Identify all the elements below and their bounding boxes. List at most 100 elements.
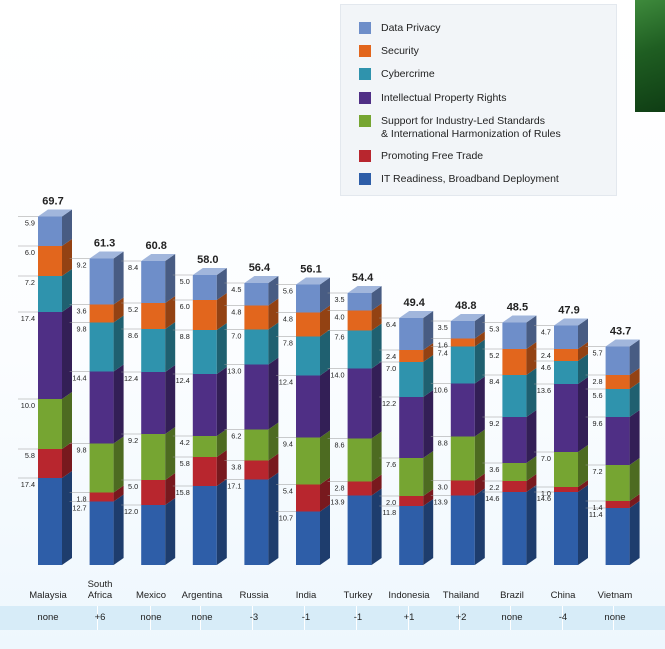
bar-segment <box>296 511 320 565</box>
bar-segment-side <box>165 365 176 434</box>
bar-segment <box>347 368 372 439</box>
rank-change-cell: none <box>37 612 59 623</box>
bar-segment-side <box>371 431 382 482</box>
segment-value-label: 4.6 <box>541 363 551 372</box>
bar-top-face <box>244 276 279 283</box>
bar-segment <box>450 338 475 347</box>
bar-segment <box>554 349 578 361</box>
bar-top-face <box>502 315 537 323</box>
bar-segment <box>192 486 217 565</box>
bar-segment-side <box>526 456 537 481</box>
segment-value-label: 14.6 <box>485 494 499 503</box>
bar-segment <box>38 216 62 246</box>
bar-segment <box>554 384 578 452</box>
bar-segment-side <box>113 315 124 372</box>
legend-label: Support for Industry-Led Standards & Int… <box>381 115 561 140</box>
bar-segment <box>244 429 269 461</box>
bar-segment-side <box>578 318 588 349</box>
segment-value-label: 17.1 <box>227 482 241 491</box>
bar-total-label: 47.9 <box>558 305 579 317</box>
bar-segment-side <box>371 303 382 331</box>
segment-value-label: 4.0 <box>334 313 344 322</box>
country-label: Russia <box>239 590 269 601</box>
bar-segment <box>244 305 269 330</box>
segment-value-label: 9.6 <box>592 419 602 428</box>
bar-segment-side <box>423 451 434 496</box>
bar-segment <box>399 350 424 362</box>
segment-value-label: 9.8 <box>76 325 86 334</box>
bar-segment-side <box>216 450 227 486</box>
rank-change-cell: -1 <box>301 612 311 623</box>
segment-value-label: 12.4 <box>279 378 293 387</box>
segment-value-label: 2.8 <box>334 484 344 493</box>
bar-top-face <box>347 286 382 293</box>
rank-separator <box>304 606 305 630</box>
bar-segment-side <box>526 315 537 349</box>
bar-segment <box>347 495 372 565</box>
bar-segment-side <box>268 357 279 430</box>
country-label: Brazil <box>500 590 524 601</box>
segment-value-label: 3.0 <box>438 483 448 492</box>
segment-value-label: 7.6 <box>334 333 344 342</box>
rank-separator <box>459 606 460 630</box>
segment-value-label: 4.2 <box>180 438 190 447</box>
bar-segment-side <box>526 485 537 565</box>
bar-segment-side <box>629 382 640 417</box>
legend-swatch <box>359 92 371 104</box>
bar-segment <box>89 492 114 502</box>
bar-segment <box>244 329 269 365</box>
bar-segment <box>605 375 630 389</box>
segment-value-label: 9.2 <box>76 261 86 270</box>
legend-label: Security <box>381 45 419 57</box>
bar-segment-side <box>578 377 588 452</box>
segment-value-label: 11.4 <box>589 510 603 519</box>
bar-segment-side <box>423 311 434 350</box>
bar-segment <box>399 397 424 458</box>
segment-value-label: 10.6 <box>434 386 448 395</box>
bar-segment-side <box>474 314 485 339</box>
bar-segment-side <box>526 342 537 375</box>
segment-value-label: 2.4 <box>386 352 396 361</box>
bar-segment-side <box>268 453 279 480</box>
bar-segment-side <box>62 305 72 399</box>
bar-segment <box>502 375 527 417</box>
bar-segment-side <box>165 473 176 505</box>
bar-total-label: 48.5 <box>507 302 528 314</box>
bar-segment <box>450 436 475 481</box>
bar-segment <box>296 336 320 376</box>
bar-segment-side <box>578 354 588 384</box>
rank-change-cell: none <box>140 612 162 623</box>
rank-separator <box>150 606 151 630</box>
legend-item-free-trade: Promoting Free Trade <box>359 150 483 163</box>
bar-segment-side <box>474 488 485 565</box>
segment-value-label: 12.7 <box>72 504 86 513</box>
country-label: Malaysia <box>29 590 67 601</box>
bar-segment-side <box>216 479 227 565</box>
bar-segment-side <box>165 498 176 565</box>
segment-value-label: 9.4 <box>283 440 293 449</box>
bar-segment <box>502 349 527 375</box>
legend-swatch <box>359 22 371 34</box>
segment-value-label: 2.0 <box>386 498 396 507</box>
bar-segment-side <box>268 298 279 330</box>
segment-value-label: 1.4 <box>592 503 602 512</box>
segment-value-label: 1.8 <box>76 495 86 504</box>
legend-swatch <box>359 173 371 185</box>
segment-value-label: 5.3 <box>489 325 499 334</box>
segment-value-label: 6.2 <box>231 432 241 441</box>
bar-total-label: 54.4 <box>352 272 374 284</box>
bar-segment-side <box>62 442 72 478</box>
segment-value-label: 13.6 <box>537 386 551 395</box>
bar-segment-side <box>268 322 279 365</box>
segment-value-label: 6.0 <box>180 302 190 311</box>
bar-segment <box>450 346 475 384</box>
bar-segment <box>347 330 372 369</box>
bar-segment-side <box>165 254 176 303</box>
segment-value-label: 3.8 <box>231 463 241 472</box>
bar-segment <box>347 438 372 482</box>
segment-value-label: 12.4 <box>124 374 138 383</box>
bar-segment <box>347 293 372 311</box>
segment-value-label: 4.5 <box>231 285 241 294</box>
country-label: Mexico <box>135 590 167 601</box>
